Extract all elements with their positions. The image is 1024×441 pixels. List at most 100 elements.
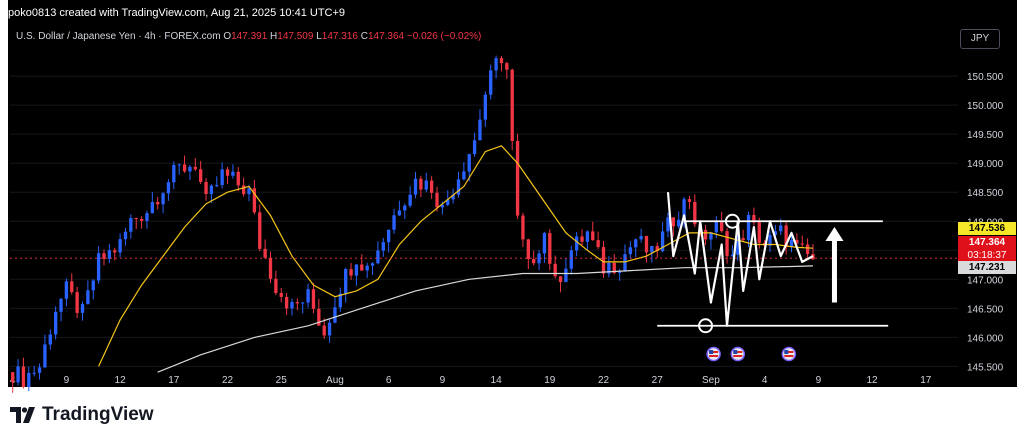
candle-body	[145, 213, 149, 221]
candle-body	[515, 140, 520, 216]
candle-body	[139, 219, 144, 221]
symbol-description: U.S. Dollar / Japanese Yen · 4h · FOREX.…	[16, 31, 221, 42]
candle-body	[687, 199, 692, 202]
currency-button[interactable]: JPY	[960, 29, 1000, 49]
candle-body	[612, 262, 616, 274]
high-label: H	[270, 31, 278, 42]
low-label: L	[316, 31, 322, 42]
candle-body	[403, 205, 407, 211]
axes-layer: 150.500150.000149.500149.000148.500148.0…	[10, 72, 1004, 386]
candle-body	[617, 271, 622, 274]
candle-body	[639, 236, 643, 240]
candle-body	[494, 58, 498, 71]
candle-body	[322, 325, 326, 336]
x-tick-label: 22	[598, 375, 610, 386]
candle-body	[446, 199, 450, 205]
candle-body	[295, 301, 300, 304]
candle-body	[311, 289, 316, 309]
candle-body	[333, 307, 337, 323]
candle-body	[59, 298, 63, 312]
candle-body	[413, 178, 418, 195]
candle-body	[344, 269, 348, 294]
candle-body	[725, 231, 729, 257]
x-tick-label: Sep	[702, 375, 720, 386]
candle-body	[317, 308, 321, 326]
tradingview-wordmark: TradingView	[42, 404, 154, 425]
candle-body	[150, 202, 154, 214]
x-tick-label: 6	[386, 375, 392, 386]
candle-body	[166, 182, 171, 194]
candle-body	[376, 250, 380, 264]
candle-body	[601, 247, 606, 274]
candle-body	[569, 250, 573, 269]
candle-body	[467, 154, 471, 172]
candle-body	[730, 254, 735, 257]
candle-body	[634, 239, 638, 248]
candle-body	[381, 242, 385, 251]
x-tick-label: 17	[168, 375, 180, 386]
candle-body	[48, 334, 52, 345]
candle-body	[784, 225, 788, 248]
candle-body	[746, 215, 751, 241]
high-value: 147.509	[277, 31, 314, 42]
change-value: −0.026 (−0.02%)	[406, 31, 482, 42]
x-tick-label: 19	[544, 375, 556, 386]
publisher-credit: poko0813 created with TradingView.com, A…	[8, 7, 346, 19]
candle-body	[129, 217, 133, 232]
y-tick-label: 145.500	[967, 362, 1004, 373]
candle-body	[134, 217, 138, 220]
candle-body	[623, 254, 627, 272]
economic-event-icon	[730, 346, 746, 362]
close-label: C	[360, 31, 368, 42]
candle-body	[451, 194, 455, 200]
candle-body	[693, 201, 697, 225]
candle-body	[118, 239, 122, 253]
candle-body	[306, 289, 310, 303]
flag-stripe-icon	[709, 351, 719, 353]
candle-body	[510, 69, 514, 141]
candle-body	[526, 239, 530, 260]
candle-body	[505, 63, 509, 70]
candle-body	[354, 264, 359, 276]
symbol-legend: U.S. Dollar / Japanese Yen · 4h · FOREX.…	[16, 31, 481, 42]
candle-body	[558, 276, 563, 283]
flag-stripe-icon	[733, 351, 743, 353]
candle-body	[241, 185, 246, 195]
candle-body	[714, 220, 718, 233]
candle-body	[301, 302, 305, 304]
candle-body	[258, 212, 262, 249]
tradingview-logo[interactable]: TradingView	[10, 404, 154, 426]
flag-stripe-icon	[709, 355, 719, 357]
candle-body	[360, 264, 364, 271]
candle-body	[27, 372, 31, 387]
chart-area[interactable]	[8, 0, 1017, 387]
candle-body	[236, 171, 240, 186]
candle-body	[736, 238, 740, 255]
x-tick-label: 9	[440, 375, 446, 386]
y-tick-label: 149.500	[967, 130, 1004, 141]
x-tick-label: 22	[222, 375, 234, 386]
candle-body	[795, 239, 799, 244]
candle-body	[327, 322, 332, 336]
candle-body	[607, 262, 611, 274]
candle-body	[37, 367, 42, 373]
candles-layer	[11, 55, 815, 393]
candle-body	[779, 225, 783, 232]
candle-body	[720, 220, 724, 232]
candle-body	[43, 344, 47, 368]
candle-body	[408, 194, 412, 206]
candle-body	[521, 215, 525, 240]
candle-body	[386, 229, 391, 243]
candle-body	[435, 192, 439, 208]
candle-body	[768, 235, 772, 246]
last-price-tag: 147.364 03:18:37	[958, 236, 1016, 262]
flag-stripe-icon	[733, 355, 743, 357]
candle-body	[263, 248, 267, 258]
last-price-value: 147.364	[968, 237, 1006, 248]
zigzag-projection	[666, 192, 814, 327]
candle-body	[107, 250, 112, 259]
candle-body	[671, 217, 675, 227]
candle-body	[462, 171, 466, 180]
candle-body	[199, 169, 203, 182]
